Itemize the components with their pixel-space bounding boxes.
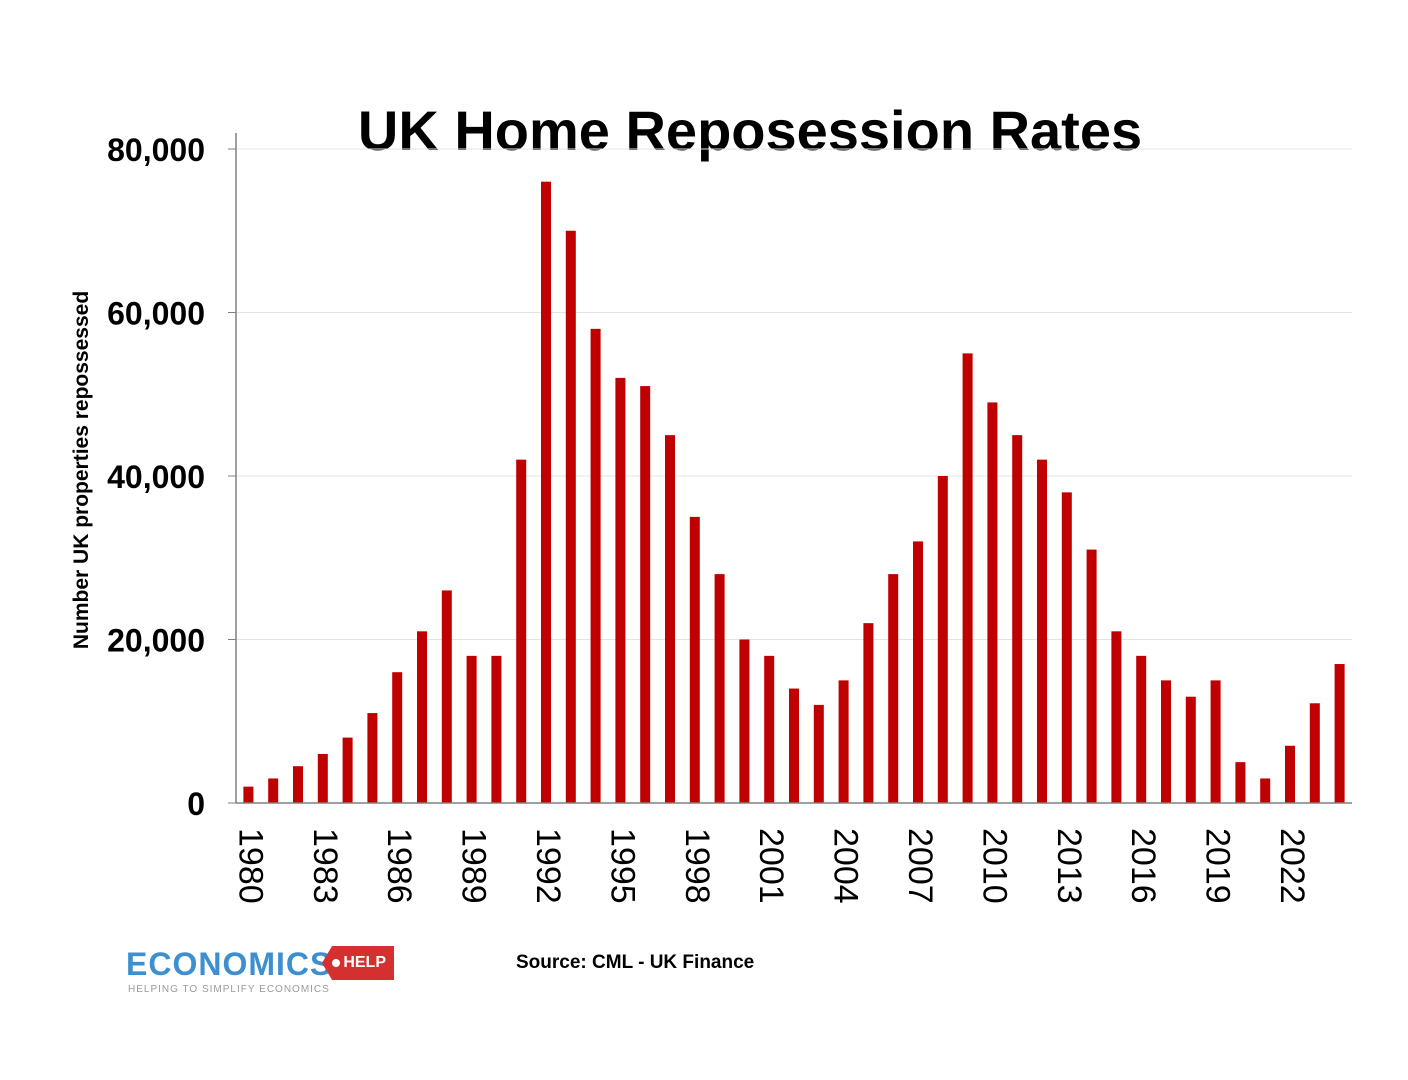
x-tick-label: 1992	[529, 828, 567, 904]
x-tick-label: 1998	[678, 828, 716, 904]
bar-1985	[367, 713, 378, 803]
y-axis-label: Number UK properties repossessed	[70, 291, 93, 649]
bar-2022	[1285, 745, 1295, 803]
x-tick-label: 2019	[1199, 828, 1237, 904]
x-tick-label: 1980	[231, 828, 269, 904]
y-tick-label: 80,000	[107, 132, 205, 168]
bar-1983	[317, 753, 328, 803]
logo-tag-hole-icon	[332, 959, 340, 967]
bar-2016	[1136, 655, 1147, 803]
bar-2006	[888, 574, 899, 803]
bar-2024	[1334, 664, 1345, 803]
x-tick-label: 1995	[603, 828, 641, 904]
x-tick-label: 2013	[1050, 828, 1088, 904]
y-tick-label: 20,000	[107, 623, 205, 659]
bar-1999	[714, 574, 725, 803]
bar-2003	[813, 704, 824, 803]
x-tick-label: 1986	[380, 828, 418, 904]
y-tick-label: 40,000	[107, 459, 205, 495]
chart-title: UK Home Reposession Rates	[357, 99, 1143, 162]
x-tick-label: 2004	[827, 828, 865, 904]
bar-1989	[466, 655, 477, 803]
x-tick-label: 2007	[901, 828, 939, 904]
bar-1984	[342, 737, 353, 803]
axes	[235, 133, 1352, 804]
x-tick-label: 2016	[1124, 828, 1162, 904]
bar-2001	[764, 655, 775, 803]
bar-2012	[1037, 459, 1047, 803]
x-tick-label: 2001	[752, 828, 790, 904]
x-tick-label: 1983	[306, 828, 344, 904]
bar-2013	[1061, 492, 1072, 803]
bar-1995	[615, 377, 626, 803]
bar-1993	[565, 230, 576, 803]
bar-2023	[1309, 703, 1320, 803]
bar-1994	[590, 328, 601, 803]
bar-1986	[392, 672, 403, 803]
bar-2014	[1086, 549, 1097, 803]
bar-2021	[1260, 778, 1271, 803]
bar-1980	[243, 786, 254, 803]
bar-2020	[1235, 762, 1246, 803]
logo-tagline: HELPING TO SIMPLIFY ECONOMICS	[128, 984, 330, 995]
bar-1988	[441, 590, 452, 803]
bar-2011	[1012, 435, 1023, 803]
economics-help-logo: ECONOMICS HELP HELPING TO SIMPLIFY ECONO…	[126, 940, 406, 1000]
bar-1982	[293, 766, 303, 803]
bar-1996	[640, 386, 651, 803]
bar-2017	[1161, 680, 1171, 803]
bar-2009	[962, 353, 973, 803]
bar-2008	[937, 476, 948, 803]
x-tick-labels: 1980 1983 1986 1989 1992 1995 1998 2001 2004 2007…	[231, 828, 1311, 904]
source-note: Source: CML - UK Finance	[516, 952, 755, 973]
y-tick-labels: 0 20,000 40,000 60,000 80,000	[107, 132, 205, 822]
x-tick-label: 2010	[975, 828, 1013, 904]
bar-1997	[665, 435, 675, 803]
bar-2002	[789, 688, 799, 803]
x-tick-label: 1989	[455, 828, 493, 904]
bar-2004	[838, 680, 849, 803]
bar-2000	[739, 639, 750, 803]
y-tick-label: 0	[187, 786, 205, 822]
bar-2005	[863, 623, 874, 803]
logo-word: ECONOMICS	[126, 946, 333, 982]
bar-1992	[541, 181, 551, 803]
bar-2018	[1185, 696, 1196, 803]
bar-2019	[1210, 680, 1221, 803]
bar-2015	[1111, 631, 1122, 803]
bar-2007	[913, 541, 923, 803]
bar-1981	[268, 778, 279, 803]
bar-1991	[516, 459, 527, 803]
bar-1998	[689, 516, 700, 803]
bars	[243, 181, 1345, 803]
bar-2010	[987, 402, 998, 803]
x-tick-label: 2022	[1273, 828, 1311, 904]
bar-1990	[491, 655, 502, 803]
bar-1987	[417, 631, 427, 803]
y-tick-label: 60,000	[107, 296, 205, 332]
